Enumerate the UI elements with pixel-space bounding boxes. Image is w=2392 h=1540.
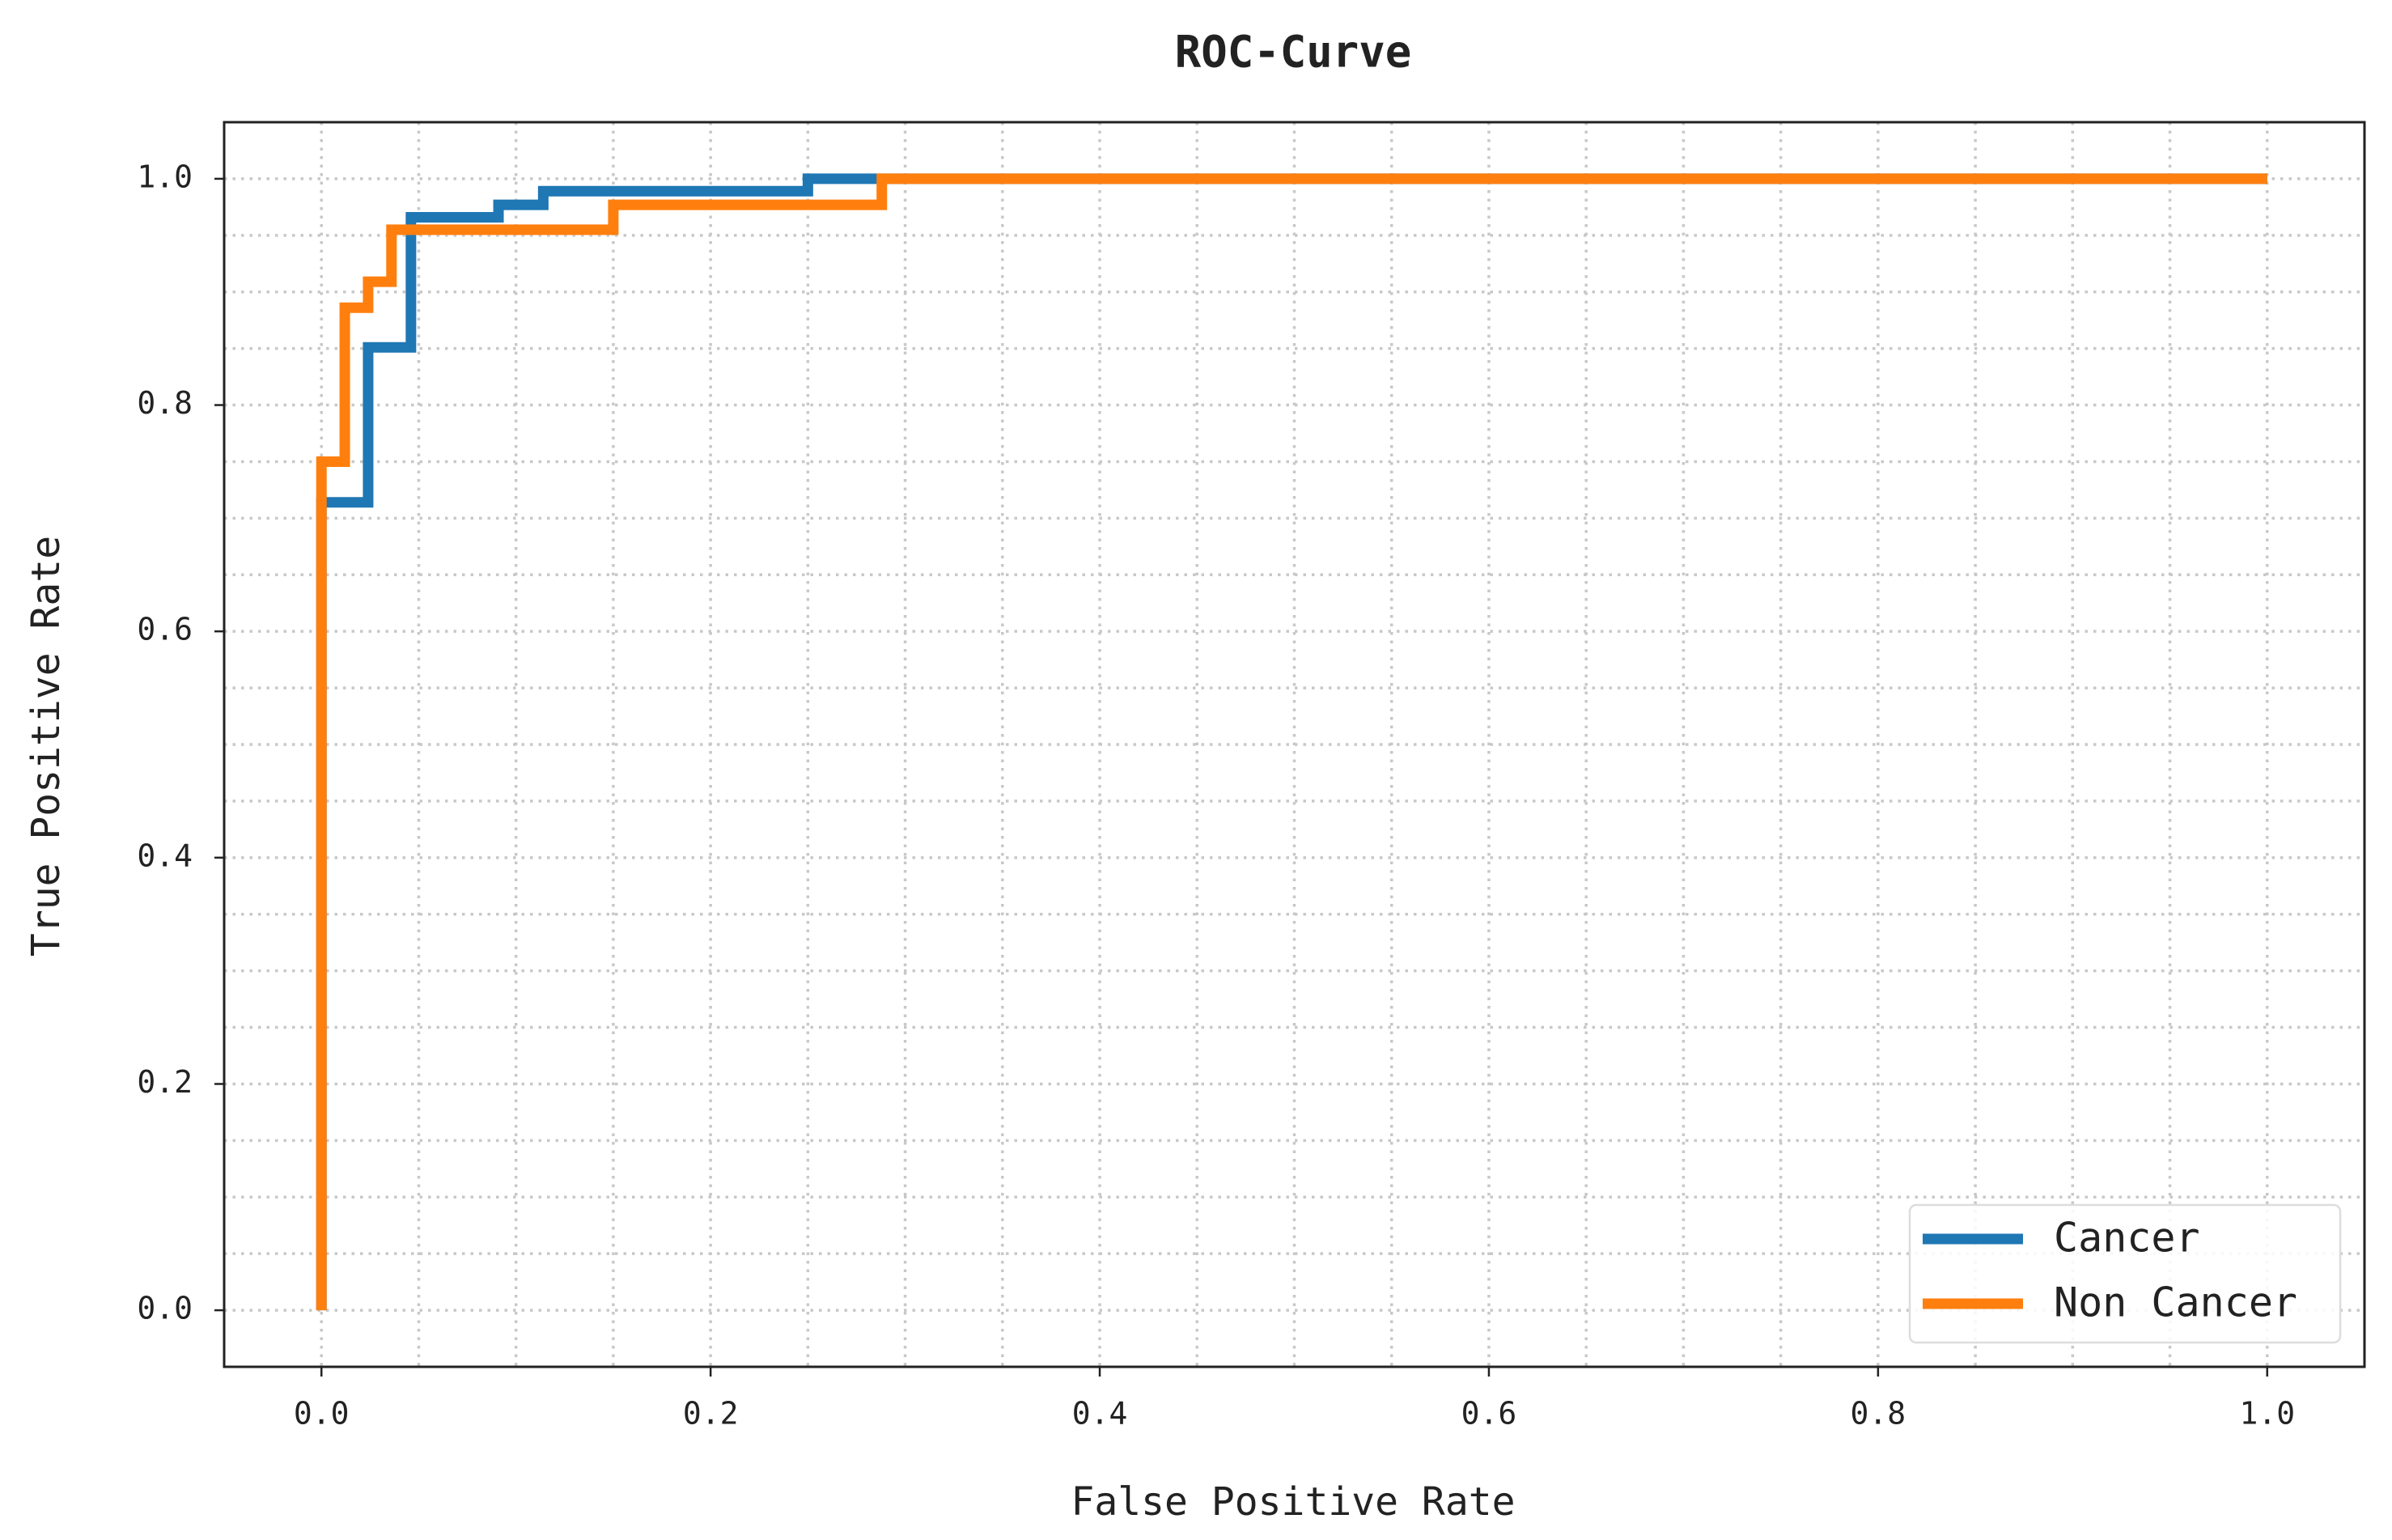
y-tick-label: 0.8 [137, 385, 193, 421]
roc-line [316, 173, 2267, 1311]
y-tick-label: 0.6 [137, 612, 193, 647]
x-tick-label: 1.0 [2239, 1396, 2295, 1432]
legend-label: Non Cancer [2054, 1279, 2297, 1326]
legend-label: Cancer [2054, 1215, 2200, 1262]
x-tick-label: 0.4 [1072, 1396, 1128, 1432]
x-tick-label: 0.6 [1461, 1396, 1517, 1432]
x-tick-label: 0.2 [683, 1396, 739, 1432]
plot-frame [223, 121, 2366, 1368]
roc-line [316, 173, 2267, 1311]
y-axis-label: True Positive Rate [23, 536, 69, 957]
y-tick-label: 0.4 [137, 838, 193, 873]
chart-title: ROC-Curve [1175, 27, 1412, 78]
x-tick-label: 0.0 [294, 1396, 350, 1432]
y-tick-label: 1.0 [137, 159, 193, 194]
x-tick-label: 0.8 [1851, 1396, 1906, 1432]
y-tick-label: 0.2 [137, 1064, 193, 1100]
y-tick-label: 0.0 [137, 1291, 193, 1326]
x-axis-label: False Positive Rate [1071, 1479, 1515, 1525]
